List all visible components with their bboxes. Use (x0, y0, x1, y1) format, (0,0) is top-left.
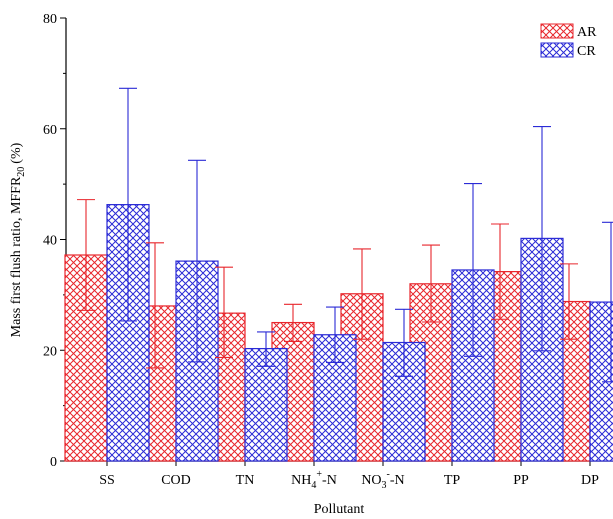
legend-swatch-ar (540, 23, 574, 39)
x-tick-label-cod: COD (161, 473, 191, 488)
error-bar-ar-cod (146, 242, 164, 369)
legend-label-cr: CR (577, 44, 596, 59)
x-tick-label-pp: PP (513, 473, 529, 488)
error-bar-ar-ss (77, 199, 95, 311)
y-tick-label: 40 (43, 234, 57, 249)
error-bars (77, 87, 613, 383)
error-bar-ar-tp (422, 244, 440, 323)
x-tick-label-tn: TN (236, 473, 255, 488)
x-tick-label-ss: SS (99, 473, 115, 488)
error-bar-ar-tn (215, 266, 233, 358)
error-bar-cr-cod (188, 159, 206, 363)
y-tick-label: 20 (43, 344, 57, 359)
legend-swatch-cr (540, 42, 574, 58)
error-bar-cr-tn (257, 331, 275, 367)
error-bar-cr-dp (602, 221, 613, 383)
error-bar-ar-dp (560, 263, 578, 340)
error-bar-ar-nh (284, 303, 302, 342)
bar-cr-tn (244, 347, 288, 462)
error-bar-cr-no (395, 308, 413, 377)
x-tick-label-tp: TP (444, 473, 461, 488)
y-axis-title: Mass first flush ratio, MFFR20 (%) (9, 142, 27, 337)
error-bar-ar-no (353, 248, 371, 340)
y-tick-label: 0 (50, 455, 57, 470)
error-bar-cr-pp (533, 125, 551, 352)
x-ticks: SS COD TN NH4+-N NO3--N TP PP DP (99, 461, 599, 491)
y-axis-title-main: Mass first flush ratio, MFFR (9, 176, 24, 337)
error-bar-cr-nh (326, 306, 344, 363)
x-axis-title: Pollutant (314, 502, 365, 517)
y-tick-label: 60 (43, 123, 57, 138)
y-axis-title-subscript: 20 (16, 167, 27, 177)
legend-label-ar: AR (577, 25, 597, 40)
legend: AR CR (540, 23, 597, 59)
x-tick-label-nh: NH4+-N (291, 469, 337, 491)
y-ticks: 0 20 40 60 80 (43, 12, 66, 470)
x-tick-label-dp: DP (581, 473, 599, 488)
error-bar-ar-pp (491, 223, 509, 320)
error-bar-cr-tp (464, 183, 482, 357)
error-bar-cr-ss (119, 87, 137, 322)
y-tick-label: 80 (43, 12, 57, 27)
y-axis-title-unit: (%) (9, 142, 24, 163)
x-tick-label-no: NO3--N (361, 469, 404, 491)
